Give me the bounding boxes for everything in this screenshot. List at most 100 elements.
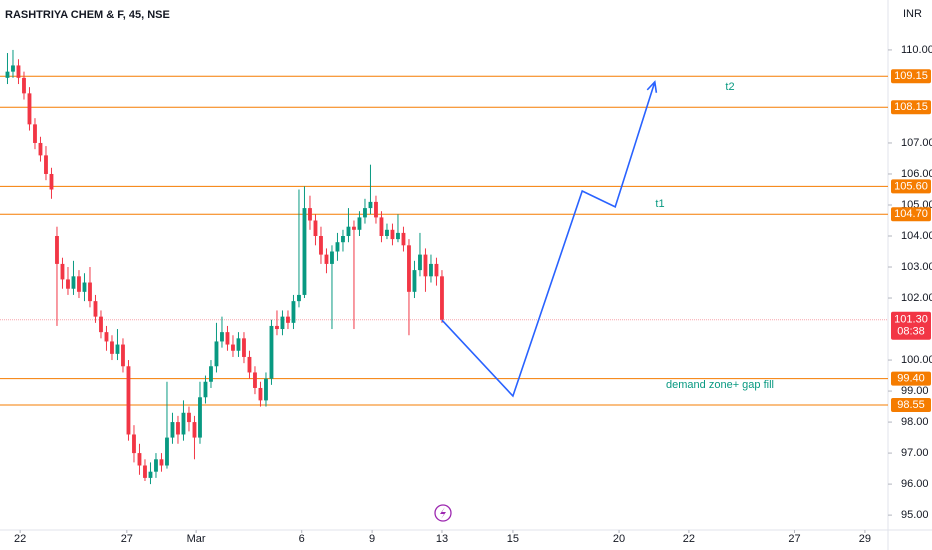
candle-body: [66, 279, 70, 289]
candle-body: [33, 124, 37, 143]
x-tick-label: 20: [613, 533, 625, 545]
candle-body: [440, 276, 444, 320]
level-price-label: 105.60: [894, 180, 928, 192]
candle-body: [22, 77, 26, 94]
candle-body: [302, 208, 307, 295]
candle-body: [82, 282, 87, 292]
countdown-label: 08:38: [897, 326, 925, 338]
candle-body: [434, 263, 439, 277]
candle-body: [412, 270, 417, 292]
candle-body: [264, 378, 268, 401]
x-tick-label: 27: [788, 533, 800, 545]
y-tick-label: 100.00: [901, 354, 932, 366]
candle-body: [181, 412, 186, 435]
candle-body: [77, 276, 81, 292]
x-tick-label: 6: [299, 533, 305, 545]
candle-body: [176, 422, 180, 435]
candle-body: [313, 220, 318, 237]
current-price-label: 101.30: [894, 314, 928, 326]
candle-body: [335, 242, 340, 252]
annotation: t1: [655, 198, 664, 210]
plot-layer: [0, 49, 888, 485]
level-price-label: 99.40: [897, 373, 925, 385]
candle-body: [93, 301, 98, 317]
candle-body: [341, 236, 345, 243]
candle-body: [88, 282, 92, 302]
candle-body: [231, 344, 235, 351]
candle-body: [330, 251, 334, 264]
candle-body: [368, 201, 373, 209]
candle-body: [401, 232, 406, 246]
candle-body: [159, 459, 164, 466]
candle-body: [11, 65, 15, 72]
candle-body: [16, 65, 21, 78]
candle-body: [352, 226, 356, 230]
currency: INR: [903, 8, 922, 20]
candle-body: [27, 93, 32, 125]
candle-body: [126, 366, 131, 435]
candle-body: [385, 229, 389, 237]
candle-body: [357, 217, 362, 230]
annotation: demand zone+ gap fill: [666, 379, 774, 391]
candle-body: [187, 412, 191, 423]
candle-body: [286, 316, 290, 323]
current-price-box: [891, 311, 931, 340]
y-tick-label: 104.00: [901, 230, 932, 242]
y-tick-label: 96.00: [901, 478, 929, 490]
candle-body: [5, 71, 10, 78]
candle-body: [280, 316, 285, 330]
x-tick-label: 22: [14, 533, 26, 545]
candle-body: [165, 437, 169, 466]
candle-body: [363, 208, 367, 218]
x-tick-label: 27: [121, 533, 133, 545]
candle-body: [209, 366, 213, 382]
level-price-box: [891, 69, 931, 84]
annotation: t2: [725, 81, 734, 93]
candle-body: [143, 465, 147, 478]
candle-body: [137, 453, 142, 466]
candle-body: [407, 245, 411, 292]
x-tick-label: 9: [369, 533, 375, 545]
candle-body: [38, 142, 43, 156]
candle-body: [275, 325, 279, 330]
candle-body: [104, 332, 109, 342]
candle-body: [319, 236, 323, 255]
candle-body: [198, 397, 202, 438]
candle-body: [44, 155, 48, 174]
y-tick-label: 95.00: [901, 509, 929, 521]
event-icon[interactable]: [434, 504, 452, 522]
candle-body: [308, 208, 312, 221]
candle-body: [396, 232, 400, 240]
level-price-box: [891, 207, 931, 222]
candle-body: [132, 434, 136, 454]
candle-body: [236, 338, 241, 351]
level-price-label: 104.70: [894, 208, 928, 220]
level-price-box: [891, 100, 931, 115]
candle-body: [390, 229, 395, 240]
candle-body: [192, 422, 197, 438]
x-tick-label: Mar: [187, 533, 206, 545]
candle-body: [247, 356, 252, 373]
candle-body: [203, 381, 208, 398]
candle-body: [220, 332, 224, 342]
candle-body: [225, 332, 230, 345]
x-tick-label: 15: [507, 533, 519, 545]
candle-body: [346, 226, 351, 237]
candle-body: [374, 201, 378, 218]
candle-body: [258, 387, 263, 401]
y-tick-label: 107.00: [901, 137, 932, 149]
candle-body: [269, 325, 274, 379]
y-tick-label: 99.00: [901, 385, 929, 397]
candle-body: [291, 301, 296, 323]
candle-body: [49, 173, 54, 190]
x-tick-label: 13: [436, 533, 448, 545]
projection-arrowhead: [646, 80, 658, 93]
level-price-box: [891, 398, 931, 413]
candle-body: [324, 254, 329, 264]
event-bolt: [440, 507, 446, 519]
candle-body: [379, 217, 384, 237]
y-tick-label: 103.00: [901, 261, 932, 273]
candle-body: [170, 422, 175, 438]
